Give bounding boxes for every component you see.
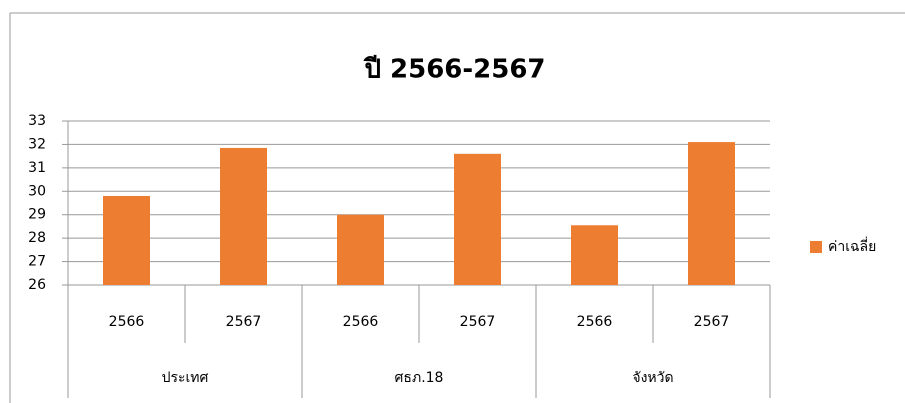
y-tick-label: 27 [28,254,46,270]
group-label: ศธภ.18 [395,370,444,386]
y-tick-label: 32 [28,136,46,152]
legend-label: ค่าเฉลี่ย [828,237,876,255]
bar [103,195,150,285]
bar [454,153,501,285]
x-tick-label: 2567 [460,314,496,330]
y-tick-label: 29 [28,207,46,223]
bar [688,142,735,285]
bar [337,214,384,285]
x-tick-label: 2566 [343,314,379,330]
legend-swatch [810,241,822,253]
bar [220,147,267,285]
chart-title: ปี 2566-2567 [363,55,545,85]
y-tick-label: 26 [28,277,46,293]
x-tick-label: 2566 [577,314,613,330]
x-tick-label: 2567 [226,314,262,330]
y-tick-label: 31 [28,160,46,176]
group-label: จังหวัด [632,370,673,386]
group-label: ประเทศ [162,370,209,386]
x-tick-label: 2566 [109,314,145,330]
y-tick-label: 33 [28,113,46,129]
bar [571,225,618,285]
y-tick-label: 30 [28,183,46,199]
y-tick-label: 28 [28,230,46,246]
x-tick-label: 2567 [694,314,730,330]
